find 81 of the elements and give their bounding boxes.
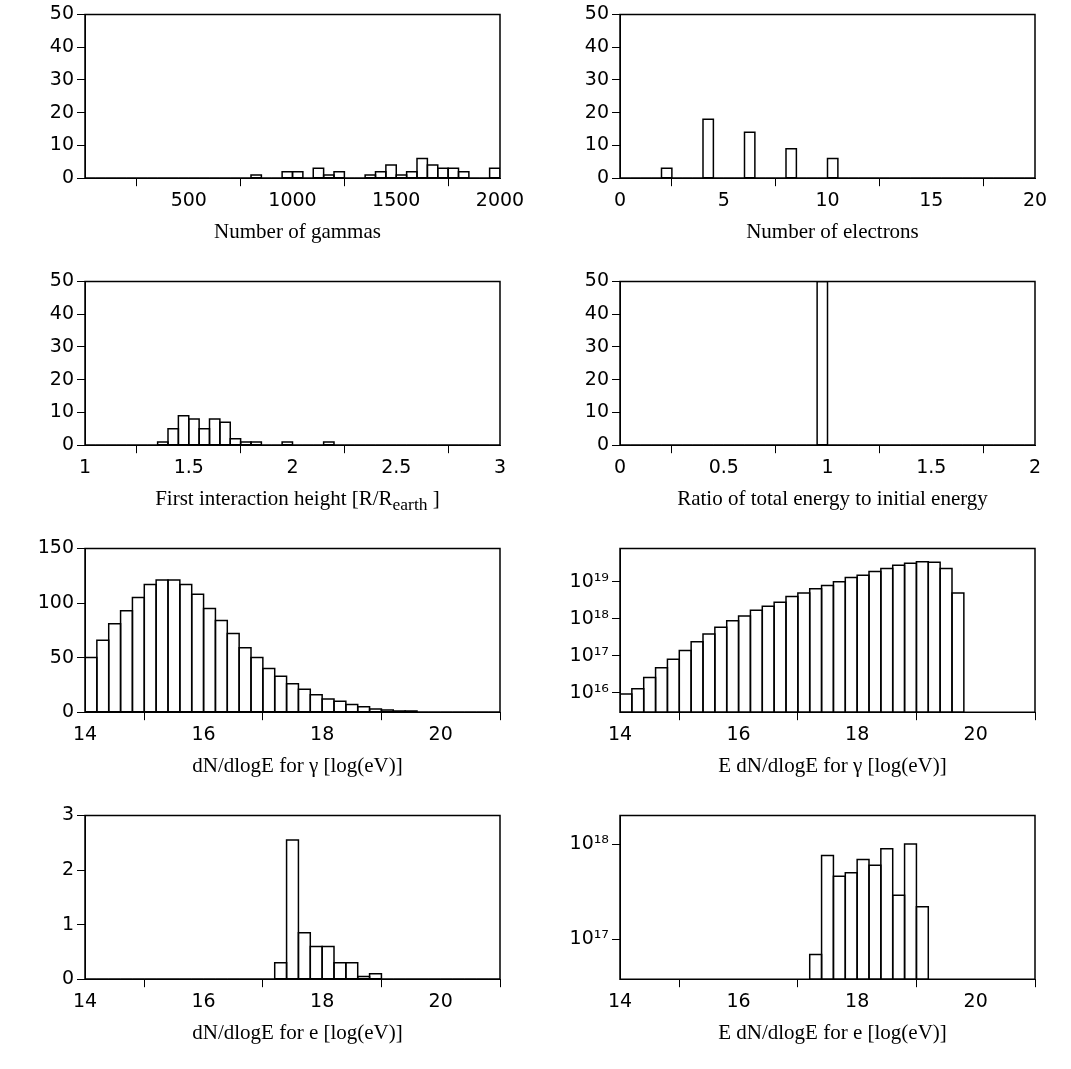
x-tick-label: 16 bbox=[726, 721, 751, 744]
x-tick-label: 18 bbox=[845, 988, 870, 1011]
y-tick-label: 10 bbox=[584, 399, 609, 422]
x-tick-label: 14 bbox=[72, 721, 98, 744]
x-tick-label: 18 bbox=[845, 721, 870, 744]
y-tick-label: 20 bbox=[49, 366, 74, 389]
x-axis-title: First interaction height [R/R$_{earth}$ ] bbox=[154, 486, 441, 516]
y-tick-label: 0 bbox=[596, 432, 609, 455]
x-tick-label: 5 bbox=[717, 187, 730, 210]
y-tick-label: 10 bbox=[49, 132, 74, 155]
y-tick-label: 40 bbox=[584, 34, 609, 57]
x-tick-label: 10 bbox=[815, 187, 840, 210]
x-axis-title: Ratio of total energy to initial energy bbox=[676, 486, 989, 511]
x-tick-label: 14 bbox=[607, 988, 633, 1011]
x-axis-title: dN/dlogE for γ [log(eV)] bbox=[191, 753, 404, 778]
y-tick-label: 20 bbox=[584, 99, 609, 122]
x-axis-title: Number of gammas bbox=[213, 219, 382, 244]
y-tick-label: 10 bbox=[584, 132, 609, 155]
x-tick-label: 16 bbox=[191, 988, 216, 1011]
y-tick-label: 30 bbox=[49, 333, 74, 356]
x-tick-label: 1 bbox=[78, 454, 92, 477]
x-tick-label: 20 bbox=[428, 721, 453, 744]
x-tick-label: 1000 bbox=[268, 187, 317, 210]
x-tick-label: 20 bbox=[1022, 187, 1048, 210]
x-tick-label: 0 bbox=[613, 187, 627, 210]
x-tick-label: 18 bbox=[310, 721, 335, 744]
x-tick-label: 3 bbox=[493, 454, 507, 477]
y-tick-label: 50 bbox=[49, 1, 74, 24]
y-tick-label: 50 bbox=[584, 268, 609, 291]
x-tick-label: 2 bbox=[1028, 454, 1042, 477]
x-axis-title: dN/dlogE for e [log(eV)] bbox=[191, 1020, 404, 1045]
y-tick-label: 2 bbox=[61, 856, 74, 879]
y-tick-label: 50 bbox=[584, 1, 609, 24]
y-tick-label: 40 bbox=[49, 301, 74, 324]
y-tick-label: 3 bbox=[61, 802, 74, 825]
y-tick-label: 100 bbox=[37, 589, 74, 612]
y-tick-label: 150 bbox=[37, 535, 74, 558]
x-tick-label: 15 bbox=[919, 187, 944, 210]
x-tick-label: 2 bbox=[286, 454, 299, 477]
y-tick-label: 30 bbox=[49, 66, 74, 89]
y-tick-label: 10¹⁷ bbox=[569, 926, 609, 949]
x-tick-label: 2000 bbox=[475, 187, 525, 210]
x-tick-label: 18 bbox=[310, 988, 335, 1011]
y-tick-label: 0 bbox=[61, 966, 74, 989]
y-tick-label: 10¹⁹ bbox=[569, 568, 609, 591]
y-tick-label: 0 bbox=[61, 699, 74, 722]
x-tick-label: 1.5 bbox=[916, 454, 947, 477]
y-tick-label: 30 bbox=[584, 66, 609, 89]
x-axis-title: E dN/dlogE for γ [log(eV)] bbox=[717, 753, 948, 778]
y-tick-label: 10 bbox=[49, 399, 74, 422]
y-tick-label: 0 bbox=[61, 165, 74, 188]
y-tick-label: 10¹⁶ bbox=[569, 679, 609, 702]
x-tick-label: 0.5 bbox=[708, 454, 739, 477]
x-tick-label: 2.5 bbox=[381, 454, 412, 477]
x-tick-label: 14 bbox=[607, 721, 633, 744]
y-tick-label: 1 bbox=[61, 911, 74, 934]
y-tick-label: 40 bbox=[584, 301, 609, 324]
y-tick-label: 20 bbox=[584, 366, 609, 389]
y-tick-label: 20 bbox=[49, 99, 74, 122]
y-tick-label: 0 bbox=[596, 165, 609, 188]
y-tick-label: 10¹⁸ bbox=[569, 830, 609, 853]
x-tick-label: 0 bbox=[613, 454, 627, 477]
x-tick-label: 1.5 bbox=[173, 454, 204, 477]
x-tick-label: 500 bbox=[170, 187, 207, 210]
x-tick-label: 20 bbox=[428, 988, 453, 1011]
x-axis-title: Number of electrons bbox=[745, 219, 920, 244]
y-tick-label: 10¹⁸ bbox=[569, 605, 609, 628]
y-tick-label: 30 bbox=[584, 333, 609, 356]
y-tick-label: 40 bbox=[49, 34, 74, 57]
x-axis-title: E dN/dlogE for e [log(eV)] bbox=[717, 1020, 948, 1045]
x-tick-label: 14 bbox=[72, 988, 98, 1011]
x-tick-label: 20 bbox=[963, 988, 988, 1011]
x-tick-label: 20 bbox=[963, 721, 988, 744]
y-tick-label: 0 bbox=[61, 432, 74, 455]
x-tick-label: 16 bbox=[726, 988, 751, 1011]
y-tick-label: 50 bbox=[49, 644, 74, 667]
y-tick-label: 50 bbox=[49, 268, 74, 291]
y-tick-label: 10¹⁷ bbox=[569, 642, 609, 665]
x-tick-label: 16 bbox=[191, 721, 216, 744]
x-tick-label: 1 bbox=[821, 454, 834, 477]
x-tick-label: 1500 bbox=[372, 187, 421, 210]
